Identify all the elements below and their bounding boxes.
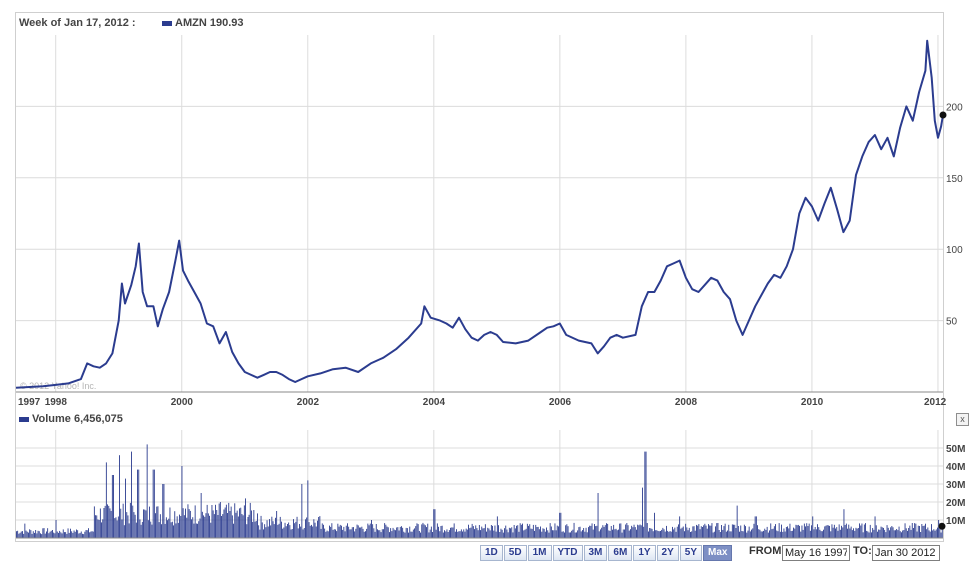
to-label: TO:	[853, 545, 872, 557]
price-x-tick-label: 1998	[45, 397, 68, 408]
price-grid	[16, 35, 943, 392]
range-button-5y[interactable]: 5Y	[679, 545, 703, 561]
price-chart: 50 100 150 200 1997 1998 2000 2002 2004 2006 2008 2…	[15, 35, 963, 408]
volume-label: Volume	[32, 413, 71, 425]
range-button-1m[interactable]: 1M	[527, 545, 552, 561]
price-y-tick-label: 100	[946, 245, 963, 256]
range-button-2y[interactable]: 2Y	[656, 545, 679, 561]
series-legend: AMZN 190.93	[162, 17, 244, 29]
price-x-tick-label: 2000	[171, 397, 194, 408]
price-x-tick-label: 1997	[18, 397, 41, 408]
series-value: 190.93	[209, 17, 244, 29]
volume-y-tick-label: 30M	[946, 480, 965, 491]
range-button-ytd[interactable]: YTD	[552, 545, 583, 561]
range-selector: 1D 5D 1M YTD 3M 6M 1Y 2Y 5Y Max	[480, 545, 733, 561]
range-button-5d[interactable]: 5D	[503, 545, 527, 561]
range-button-max[interactable]: Max	[703, 545, 733, 561]
from-label: FROM:	[749, 545, 786, 557]
price-x-tick-label: 2012	[924, 397, 947, 408]
range-button-1d[interactable]: 1D	[480, 545, 503, 561]
series-swatch	[162, 20, 172, 26]
volume-y-tick-label: 40M	[946, 462, 965, 473]
to-date-input[interactable]	[872, 545, 940, 561]
watermark-text: © 2012 Yahoo! Inc.	[20, 381, 96, 391]
range-button-6m[interactable]: 6M	[608, 545, 633, 561]
price-x-tick-label: 2008	[675, 397, 698, 408]
series-label: AMZN	[175, 17, 207, 29]
price-x-tick-label: 2010	[801, 397, 824, 408]
volume-y-tick-label: 10M	[946, 516, 965, 527]
price-series-line	[15, 39, 944, 389]
range-button-1y[interactable]: 1Y	[633, 545, 656, 561]
volume-value: 6,456,075	[73, 413, 123, 425]
volume-y-tick-label: 50M	[946, 444, 965, 455]
from-date-input[interactable]	[782, 545, 850, 561]
price-x-tick-label: 2006	[549, 397, 572, 408]
week-label: Week of Jan 17, 2012 :	[19, 17, 136, 29]
chart-frame	[15, 12, 944, 542]
volume-y-tick-label: 20M	[946, 498, 965, 509]
price-last-point	[939, 111, 947, 119]
price-y-tick-label: 200	[946, 102, 963, 113]
price-x-tick-label: 2002	[297, 397, 320, 408]
price-x-tick-label: 2004	[423, 397, 446, 408]
volume-legend: Volume 6,456,075	[19, 413, 123, 425]
volume-swatch	[19, 416, 29, 422]
close-volume-button[interactable]: x	[956, 413, 969, 426]
price-y-tick-label: 50	[946, 317, 958, 328]
range-button-3m[interactable]: 3M	[583, 545, 608, 561]
price-y-tick-label: 150	[946, 174, 963, 185]
